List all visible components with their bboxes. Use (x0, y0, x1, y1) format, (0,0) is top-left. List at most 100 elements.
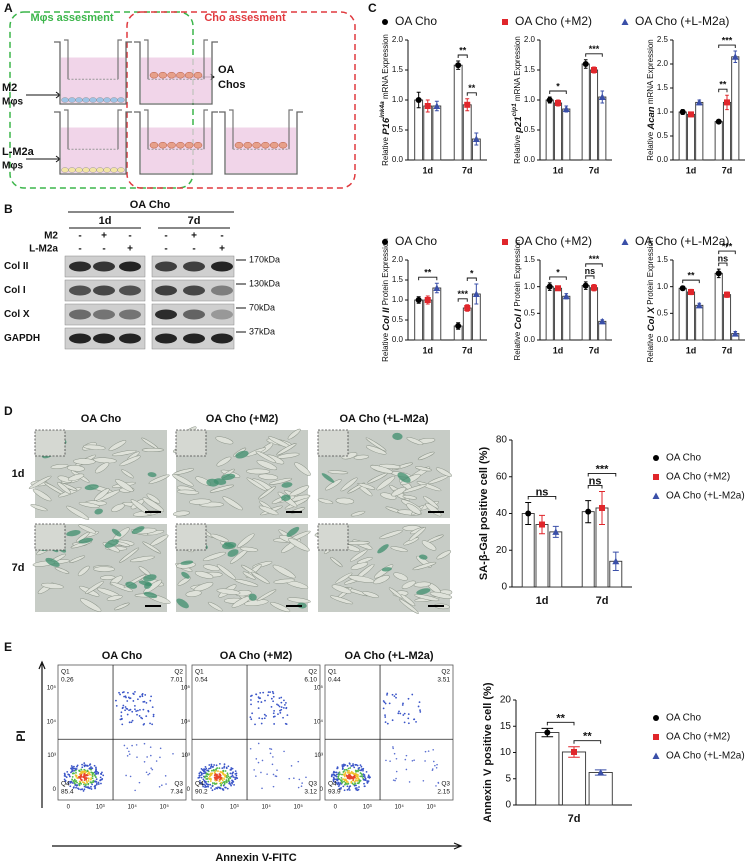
event (351, 764, 353, 767)
event (199, 779, 201, 782)
stained-cell (321, 473, 335, 483)
event (95, 778, 98, 781)
cell (148, 474, 170, 485)
event (68, 775, 71, 778)
mean-marker (591, 284, 597, 291)
event (123, 691, 125, 693)
event (210, 763, 213, 766)
treatment-label: L-M2a (29, 244, 58, 255)
cell (66, 465, 85, 472)
event (128, 753, 131, 755)
x-tick-label: 7d (589, 165, 600, 175)
treatment-sign: - (78, 231, 81, 242)
x-tick-label: 10³ (230, 805, 239, 811)
significance-label: *** (589, 254, 600, 264)
event (273, 709, 275, 712)
event (402, 702, 404, 705)
cell (89, 97, 97, 103)
event (257, 707, 260, 709)
well (134, 41, 218, 105)
event (209, 780, 212, 782)
event (424, 750, 427, 753)
cell (406, 503, 422, 515)
cell (50, 463, 69, 469)
event (214, 770, 217, 772)
event (280, 696, 283, 699)
event (126, 747, 129, 750)
cell (111, 449, 137, 457)
bar (535, 732, 560, 806)
cell (96, 97, 104, 103)
cell (237, 533, 255, 548)
cell (75, 531, 90, 543)
event (283, 703, 286, 706)
band-size: 70kDa (249, 302, 275, 312)
x-tick-label: 7d (596, 595, 609, 607)
event (272, 700, 275, 703)
event (424, 760, 426, 762)
cell (423, 495, 439, 509)
x-tick-label: 1d (536, 595, 549, 607)
event (340, 787, 342, 789)
event (219, 778, 222, 780)
event (353, 773, 356, 776)
y-axis-title-part: Col I (513, 308, 524, 329)
significance-bracket (457, 54, 468, 58)
bar (714, 121, 723, 161)
insert (64, 39, 122, 80)
insert (144, 39, 208, 80)
event (408, 781, 411, 783)
cell (82, 97, 90, 103)
event (123, 695, 126, 698)
axis-arrow (38, 660, 46, 808)
y-axis-title: Annexin V positive cell (%) (482, 682, 494, 822)
bar (714, 272, 723, 341)
treatment-sign: - (164, 244, 167, 255)
event (85, 786, 87, 789)
event (118, 691, 120, 694)
event (413, 718, 416, 721)
event (300, 785, 303, 788)
event (207, 785, 210, 788)
cell (350, 549, 368, 562)
event (383, 701, 386, 704)
cell (185, 590, 202, 597)
cell (294, 462, 311, 476)
event (87, 780, 90, 782)
mean-marker (539, 521, 545, 528)
event (99, 779, 101, 782)
stained-cell (94, 508, 103, 515)
cell (95, 462, 110, 474)
event (84, 774, 87, 777)
event (221, 777, 224, 779)
stained-cell (143, 574, 157, 582)
mean-marker (598, 93, 606, 100)
box-title: Cho assesment (204, 12, 286, 24)
cell (177, 576, 191, 586)
legend-label: OA Cho (+M2) (666, 732, 730, 743)
event (344, 772, 347, 775)
event (100, 782, 102, 785)
mean-marker (597, 768, 605, 776)
event (346, 789, 349, 791)
y-axis-title-part: Relative (646, 331, 655, 362)
event (365, 770, 368, 773)
event (347, 781, 349, 783)
event (405, 768, 408, 771)
significance-bracket (418, 276, 438, 281)
event (231, 781, 233, 784)
event (222, 769, 225, 772)
cell (61, 97, 69, 103)
event (227, 765, 230, 768)
cell (222, 496, 243, 511)
event (91, 783, 93, 786)
event (225, 767, 228, 770)
band-label: Col II (4, 261, 29, 272)
event (208, 764, 211, 766)
mean-marker (552, 528, 560, 535)
event (83, 762, 86, 765)
y-tick-label: 40 (496, 508, 508, 519)
stained-cell (286, 526, 300, 537)
cell (103, 97, 111, 103)
event (226, 776, 228, 779)
